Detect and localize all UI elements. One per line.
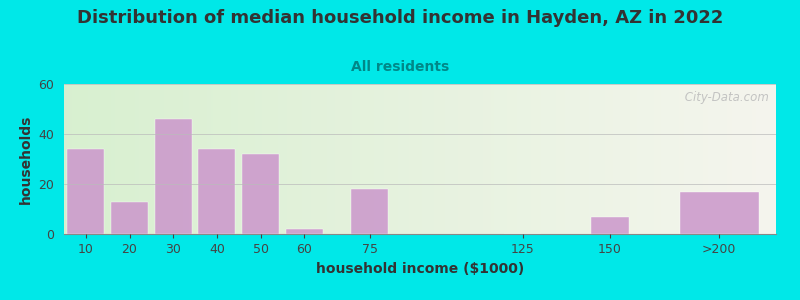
Bar <box>198 149 235 234</box>
Bar <box>591 217 629 234</box>
X-axis label: household income ($1000): household income ($1000) <box>316 262 524 276</box>
Y-axis label: households: households <box>19 114 33 204</box>
Text: All residents: All residents <box>351 60 449 74</box>
Bar <box>242 154 279 234</box>
Bar <box>286 229 323 234</box>
Text: Distribution of median household income in Hayden, AZ in 2022: Distribution of median household income … <box>77 9 723 27</box>
Bar <box>111 202 148 234</box>
Bar <box>680 191 758 234</box>
Bar <box>351 189 388 234</box>
Bar <box>67 149 105 234</box>
Text: City-Data.com: City-Data.com <box>681 92 769 104</box>
Bar <box>154 119 192 234</box>
